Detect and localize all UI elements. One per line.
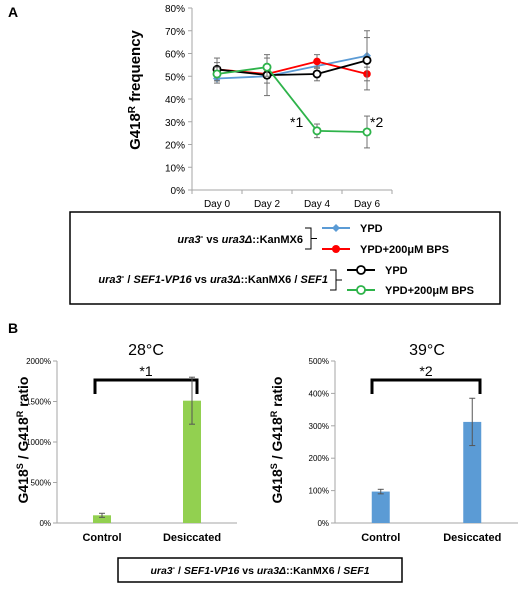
legend-marker-filled-circle — [332, 245, 340, 253]
y-tick-label: 1000% — [26, 438, 51, 447]
left-significance-star: *1 — [139, 363, 152, 379]
x-tick-label: Day 0 — [204, 199, 231, 210]
data-point — [312, 126, 322, 136]
series-line — [266, 60, 318, 75]
series-line — [266, 73, 318, 77]
right-bar-chart: 0% 100% 200% 300% 400% 500% Control Desiccated — [309, 357, 518, 544]
legend-entry-label: YPD — [360, 223, 383, 235]
y-tick-label: 0% — [39, 519, 51, 528]
legend-box — [69, 211, 501, 305]
series-line — [216, 66, 268, 75]
x-tick-label: Desiccated — [443, 532, 501, 544]
legend-entry-ypd-1: YPD — [322, 223, 383, 235]
y-tick-label: 400% — [309, 389, 329, 398]
left-bar-chart: 0% 500% 1000% 1500% 2000% Control Desiccated — [26, 357, 237, 544]
left-chart-title: 28°C — [128, 342, 164, 359]
x-tick-label: Desiccated — [163, 532, 221, 544]
legend-group1-label: ura3- vs ura3Δ::KanMX6 — [177, 232, 303, 246]
x-tick-label: Day 4 — [304, 199, 331, 210]
y-tick-label: 0% — [171, 186, 186, 197]
legend-entry-label: YPD — [385, 265, 408, 277]
y-tick-label: 500% — [31, 479, 51, 488]
bar — [93, 515, 111, 523]
left-chart-ylabel: G418S / G418R ratio — [15, 377, 31, 504]
legend-entry-ypd-2: YPD — [347, 265, 408, 277]
y-tick-label: 500% — [309, 357, 329, 366]
y-tick-label: 0% — [317, 519, 329, 528]
left-significance-bracket — [93, 378, 199, 394]
bar — [371, 491, 390, 523]
legend-marker-open-circle — [356, 265, 366, 275]
right-chart-ylabel: G418S / G418R ratio — [269, 377, 285, 504]
panel-b-letter: B — [8, 320, 18, 336]
legend-marker-diamond — [332, 224, 340, 232]
data-point — [313, 57, 321, 66]
panel-a-letter: A — [8, 4, 18, 20]
right-significance-star: *2 — [419, 363, 432, 379]
y-tick-label: 70% — [165, 27, 185, 38]
y-tick-label: 100% — [309, 487, 329, 496]
series-line — [266, 66, 318, 132]
legend-group2-label: ura3- / SEF1-VP16 vs ura3Δ::KanMX6 / SEF… — [98, 272, 328, 286]
legend-bracket-2 — [330, 269, 337, 291]
legend-entry-label: YPD+200μM BPS — [360, 244, 449, 256]
panel-a-line-chart: 0% 10% 20% 30% 40% 50% 60% 70% 80% Day 0 Day 2 Day … — [165, 4, 393, 210]
y-tick-label: 20% — [165, 141, 185, 152]
bar — [183, 400, 201, 523]
series-line — [316, 129, 368, 133]
series-3 — [212, 30, 372, 97]
panel-a-star2: *2 — [370, 114, 383, 130]
series-line — [216, 68, 268, 77]
right-significance-bracket — [370, 378, 482, 394]
legend-entry-bps-1: YPD+200μM BPS — [322, 244, 449, 256]
y-tick-label: 40% — [165, 95, 185, 106]
y-tick-label: 2000% — [26, 357, 51, 366]
data-point — [362, 127, 372, 137]
x-tick-label: Day 2 — [254, 199, 281, 210]
series-line — [216, 75, 268, 80]
data-point — [212, 69, 222, 79]
data-point — [362, 55, 372, 65]
series-line — [316, 59, 368, 75]
x-tick-label: Control — [82, 532, 121, 544]
x-tick-label: Control — [361, 532, 400, 544]
data-point — [312, 69, 322, 79]
panel-a-legend: ura3- vs ura3Δ::KanMX6 ura3- / SEF1-VP16… — [69, 211, 501, 305]
y-tick-label: 30% — [165, 118, 185, 129]
x-tick-label: Day 6 — [354, 199, 381, 210]
footer-label: ura3- / SEF1-VP16 vs ura3Δ::KanMX6 / SEF… — [150, 563, 369, 577]
series-1 — [213, 37, 371, 84]
legend-marker-open-circle — [356, 285, 366, 295]
y-tick-label: 1500% — [26, 398, 51, 407]
legend-entry-label: YPD+200μM BPS — [385, 285, 474, 297]
y-tick-label: 80% — [165, 4, 185, 15]
panel-a-star1: *1 — [290, 114, 303, 130]
data-point — [262, 62, 272, 72]
panel-a-ylabel: G418R frequency — [127, 29, 144, 149]
series-4 — [212, 57, 372, 149]
y-tick-label: 10% — [165, 163, 185, 174]
y-tick-label: 300% — [309, 422, 329, 431]
y-tick-label: 50% — [165, 72, 185, 83]
y-tick-label: 60% — [165, 50, 185, 61]
bar — [463, 421, 482, 523]
legend-bracket-1 — [305, 227, 312, 250]
footer-box — [117, 557, 403, 583]
legend-entry-bps-2: YPD+200μM BPS — [347, 285, 474, 297]
right-chart-title: 39°C — [409, 342, 445, 359]
y-tick-label: 200% — [309, 454, 329, 463]
